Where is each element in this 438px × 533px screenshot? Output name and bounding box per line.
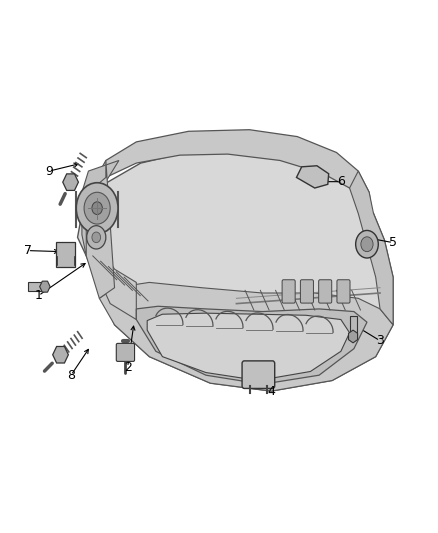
Circle shape <box>92 232 101 243</box>
Polygon shape <box>78 150 393 391</box>
Text: 1: 1 <box>35 289 42 302</box>
Circle shape <box>76 183 118 233</box>
Polygon shape <box>82 160 119 256</box>
Text: 5: 5 <box>389 236 397 249</box>
Text: 4: 4 <box>267 385 275 398</box>
Polygon shape <box>88 130 371 208</box>
Polygon shape <box>349 330 357 343</box>
Polygon shape <box>99 282 393 391</box>
FancyBboxPatch shape <box>300 280 314 303</box>
FancyBboxPatch shape <box>319 280 332 303</box>
Polygon shape <box>297 166 328 188</box>
Polygon shape <box>86 160 115 298</box>
FancyBboxPatch shape <box>337 280 350 303</box>
Polygon shape <box>28 282 45 291</box>
Text: 6: 6 <box>337 175 345 188</box>
FancyBboxPatch shape <box>242 361 275 389</box>
Polygon shape <box>350 171 393 325</box>
Text: 8: 8 <box>67 369 75 382</box>
FancyBboxPatch shape <box>116 343 134 361</box>
Circle shape <box>361 237 373 252</box>
Text: 2: 2 <box>124 361 131 374</box>
Circle shape <box>84 192 110 224</box>
FancyBboxPatch shape <box>56 242 75 266</box>
Polygon shape <box>147 313 350 381</box>
Text: 9: 9 <box>45 165 53 177</box>
Text: 7: 7 <box>24 244 32 257</box>
Polygon shape <box>136 306 367 384</box>
Polygon shape <box>350 317 357 336</box>
Circle shape <box>87 225 106 249</box>
Circle shape <box>356 230 378 258</box>
Polygon shape <box>53 346 68 363</box>
Polygon shape <box>88 243 136 319</box>
Circle shape <box>92 202 102 215</box>
Text: 3: 3 <box>376 334 384 347</box>
Polygon shape <box>63 174 78 190</box>
Polygon shape <box>40 281 50 292</box>
FancyBboxPatch shape <box>282 280 295 303</box>
